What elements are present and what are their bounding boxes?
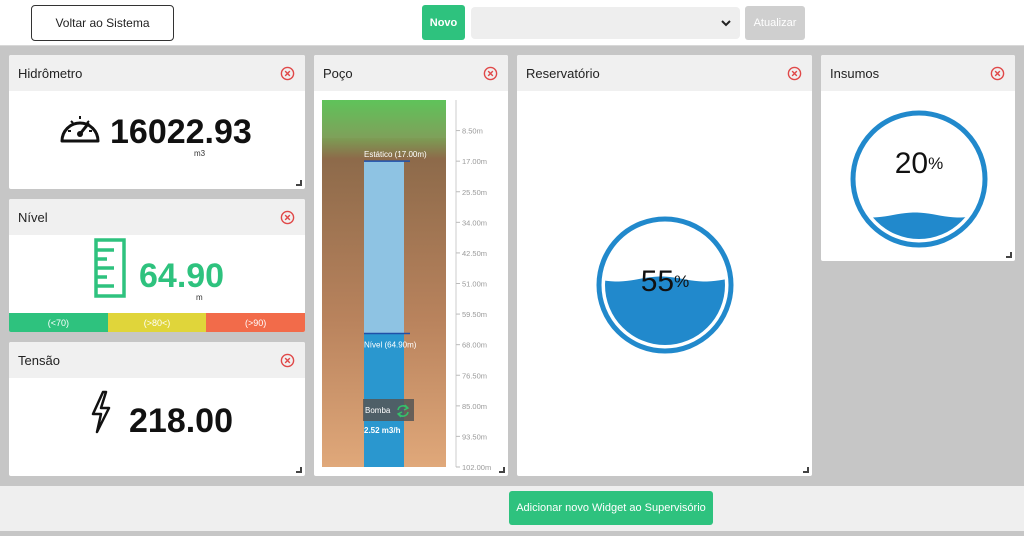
refresh-button[interactable]: Atualizar	[745, 6, 805, 40]
depth-tick-label: 8.50m	[462, 127, 483, 136]
well-diagram: Estático (17.00m) Nível (64.90m) Bomba 2…	[322, 100, 491, 472]
range-mid: (>80<)	[107, 313, 207, 332]
depth-tick-label: 51.00m	[462, 280, 487, 289]
reservatorio-widget: Reservatório 55%	[517, 55, 812, 476]
well-shaft-air	[364, 161, 404, 334]
percent-value: 20%	[895, 147, 944, 180]
range-high: (>90)	[206, 313, 305, 332]
widget-header: Reservatório	[517, 55, 812, 91]
nivel-value: 64.90	[139, 257, 225, 295]
depth-tick-label: 93.50m	[462, 432, 487, 441]
widget-title: Hidrômetro	[18, 65, 83, 81]
pump-label: Bomba	[365, 406, 391, 415]
depth-tick-label: 76.50m	[462, 371, 487, 380]
widget-title: Nível	[18, 209, 48, 225]
close-icon[interactable]	[280, 353, 295, 368]
resize-handle-icon[interactable]	[1006, 252, 1012, 258]
close-icon[interactable]	[280, 210, 295, 225]
top-toolbar: Voltar ao Sistema Novo Atualizar	[0, 0, 1024, 46]
widget-title: Tensão	[18, 352, 60, 368]
depth-tick-label: 34.00m	[462, 218, 487, 227]
hidrometro-unit: m3	[194, 149, 206, 158]
static-level-label: Estático (17.00m)	[364, 150, 427, 159]
depth-tick-label: 85.00m	[462, 402, 487, 411]
poco-widget: Poço Estático (17.00m) Nível (6	[314, 55, 508, 476]
widget-select[interactable]	[471, 7, 740, 39]
resize-handle-icon[interactable]	[296, 180, 302, 186]
widget-header: Hidrômetro	[9, 55, 305, 91]
water-fill	[859, 212, 979, 239]
back-to-system-button[interactable]: Voltar ao Sistema	[31, 5, 174, 41]
insumos-widget: Insumos 20%	[821, 55, 1015, 261]
depth-tick-label: 68.00m	[462, 341, 487, 350]
hidrometro-widget: Hidrômetro 16022.93 m3	[9, 55, 305, 189]
widget-title: Reservatório	[526, 65, 600, 81]
depth-scale: 8.50m 17.00m 25.50m 34.00m 42.50m 51.00m 59.50…	[456, 127, 491, 472]
close-icon[interactable]	[787, 66, 802, 81]
close-icon[interactable]	[990, 66, 1005, 81]
percent-sign: %	[674, 272, 689, 291]
widget-header: Poço	[314, 55, 508, 91]
resize-handle-icon[interactable]	[803, 467, 809, 473]
reservoir-gauge: 55%	[596, 216, 734, 354]
percent-number: 55	[641, 265, 674, 298]
widget-header: Nível	[9, 199, 305, 235]
nivel-widget: Nível 64.90 m (<70) (>80<) (>90)	[9, 199, 305, 332]
refresh-icon	[396, 404, 410, 418]
percent-value: 55%	[641, 265, 690, 298]
close-icon[interactable]	[483, 66, 498, 81]
lightning-icon	[91, 390, 111, 434]
resize-handle-icon[interactable]	[499, 467, 505, 473]
widget-title: Insumos	[830, 65, 880, 81]
nivel-unit: m	[196, 293, 203, 302]
resize-handle-icon[interactable]	[296, 467, 302, 473]
new-button[interactable]: Novo	[422, 5, 465, 40]
hidrometro-value: 16022.93	[110, 113, 252, 151]
tensao-value: 218.00	[129, 402, 233, 440]
chevron-down-icon	[721, 20, 731, 27]
add-widget-button[interactable]: Adicionar novo Widget ao Supervisório	[509, 491, 713, 525]
footer-bar: Adicionar novo Widget ao Supervisório	[0, 486, 1024, 531]
percent-number: 20	[895, 147, 928, 180]
close-icon[interactable]	[280, 66, 295, 81]
widget-title: Poço	[323, 65, 353, 81]
tensao-widget: Tensão 218.00	[9, 342, 305, 476]
speedometer-icon	[60, 116, 100, 143]
depth-tick-label: 17.00m	[462, 157, 487, 166]
depth-tick-label: 59.50m	[462, 310, 487, 319]
widget-header: Insumos	[821, 55, 1015, 91]
depth-tick-label: 42.50m	[462, 249, 487, 258]
current-level-label: Nível (64.90m)	[364, 341, 417, 350]
insumos-gauge: 20%	[850, 110, 988, 248]
grass-layer	[322, 100, 446, 138]
depth-tick-label: 102.00m	[462, 463, 491, 472]
depth-tick-label: 25.50m	[462, 188, 487, 197]
flow-label: 2.52 m3/h	[364, 426, 401, 435]
ruler-icon	[94, 238, 126, 298]
widget-header: Tensão	[9, 342, 305, 378]
gauge-ring	[850, 110, 988, 248]
range-low: (<70)	[9, 313, 108, 332]
percent-sign: %	[928, 154, 943, 173]
level-range-bar: (<70) (>80<) (>90)	[9, 313, 305, 332]
